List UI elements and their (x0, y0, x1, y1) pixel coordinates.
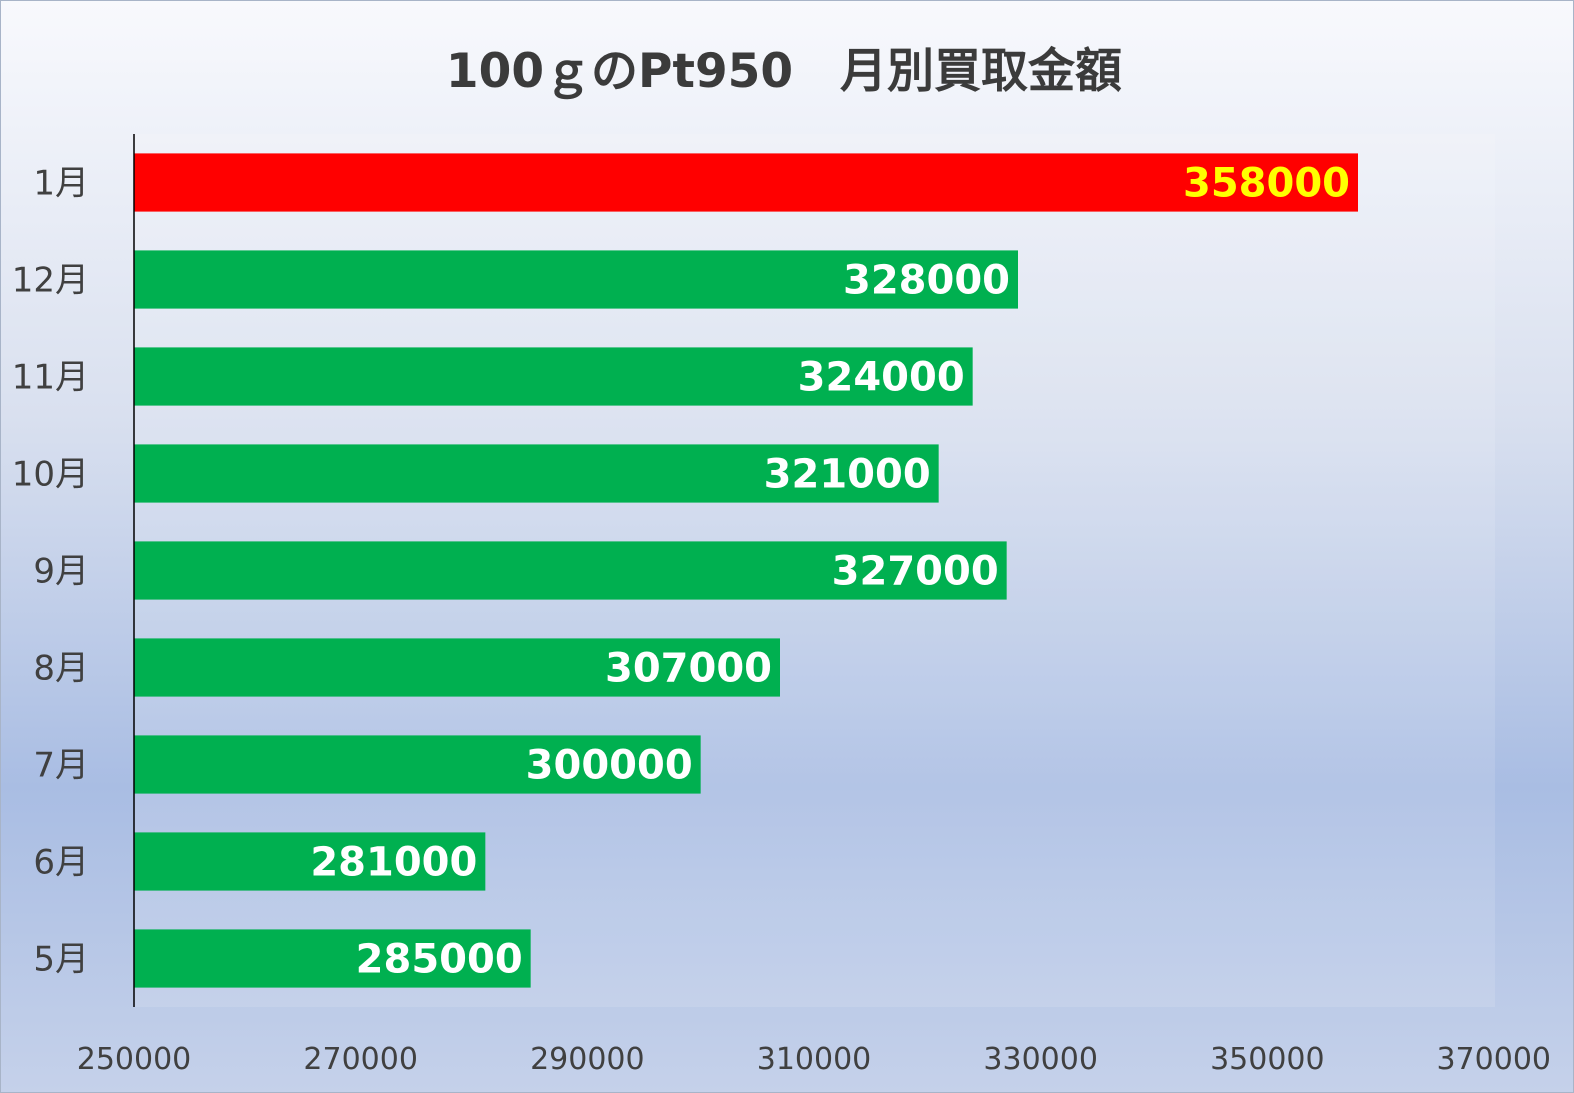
bar (134, 735, 701, 794)
chart-title: 100ｇのPt950 月別買取金額 (446, 44, 1122, 100)
x-tick-label: 310000 (757, 1042, 872, 1077)
x-tick-label: 350000 (1210, 1042, 1325, 1077)
bar (134, 347, 973, 406)
category-label: 9月 (33, 552, 89, 592)
data-label: 300000 (526, 743, 693, 789)
category-label: 5月 (33, 940, 89, 980)
data-label: 358000 (1183, 161, 1350, 207)
x-tick-label: 290000 (530, 1042, 645, 1077)
category-label: 6月 (33, 843, 89, 883)
data-label: 324000 (798, 355, 965, 401)
data-label: 281000 (310, 840, 477, 886)
data-label: 321000 (764, 452, 931, 498)
data-label: 307000 (605, 646, 772, 692)
category-label: 11月 (12, 358, 89, 398)
x-tick-label: 370000 (1436, 1042, 1551, 1077)
bar (134, 832, 486, 891)
category-label: 10月 (12, 455, 89, 495)
data-label: 285000 (356, 937, 523, 983)
bar (134, 929, 531, 988)
bar (134, 153, 1358, 212)
bar (134, 444, 939, 503)
bar (134, 541, 1007, 600)
data-label: 328000 (843, 258, 1010, 304)
category-label: 12月 (12, 261, 89, 301)
x-tick-labels-group: 250000 270000 290000 310000 330000 350000 3700… (77, 1042, 1551, 1077)
x-tick-label: 330000 (983, 1042, 1098, 1077)
data-label: 327000 (832, 549, 999, 595)
category-label: 8月 (33, 649, 89, 689)
category-label: 7月 (33, 746, 89, 786)
category-label: 1月 (33, 164, 89, 204)
category-labels-group: 1月 12月 11月 10月 9月 8月 7月 6月 5月 (12, 164, 89, 980)
x-tick-label: 250000 (77, 1042, 192, 1077)
bar (134, 250, 1018, 309)
data-labels-group: 358000 328000 324000 321000 327000 307000 3000… (310, 161, 1350, 983)
bars-group (134, 153, 1358, 988)
x-tick-label: 270000 (303, 1042, 418, 1077)
bar (134, 638, 780, 697)
